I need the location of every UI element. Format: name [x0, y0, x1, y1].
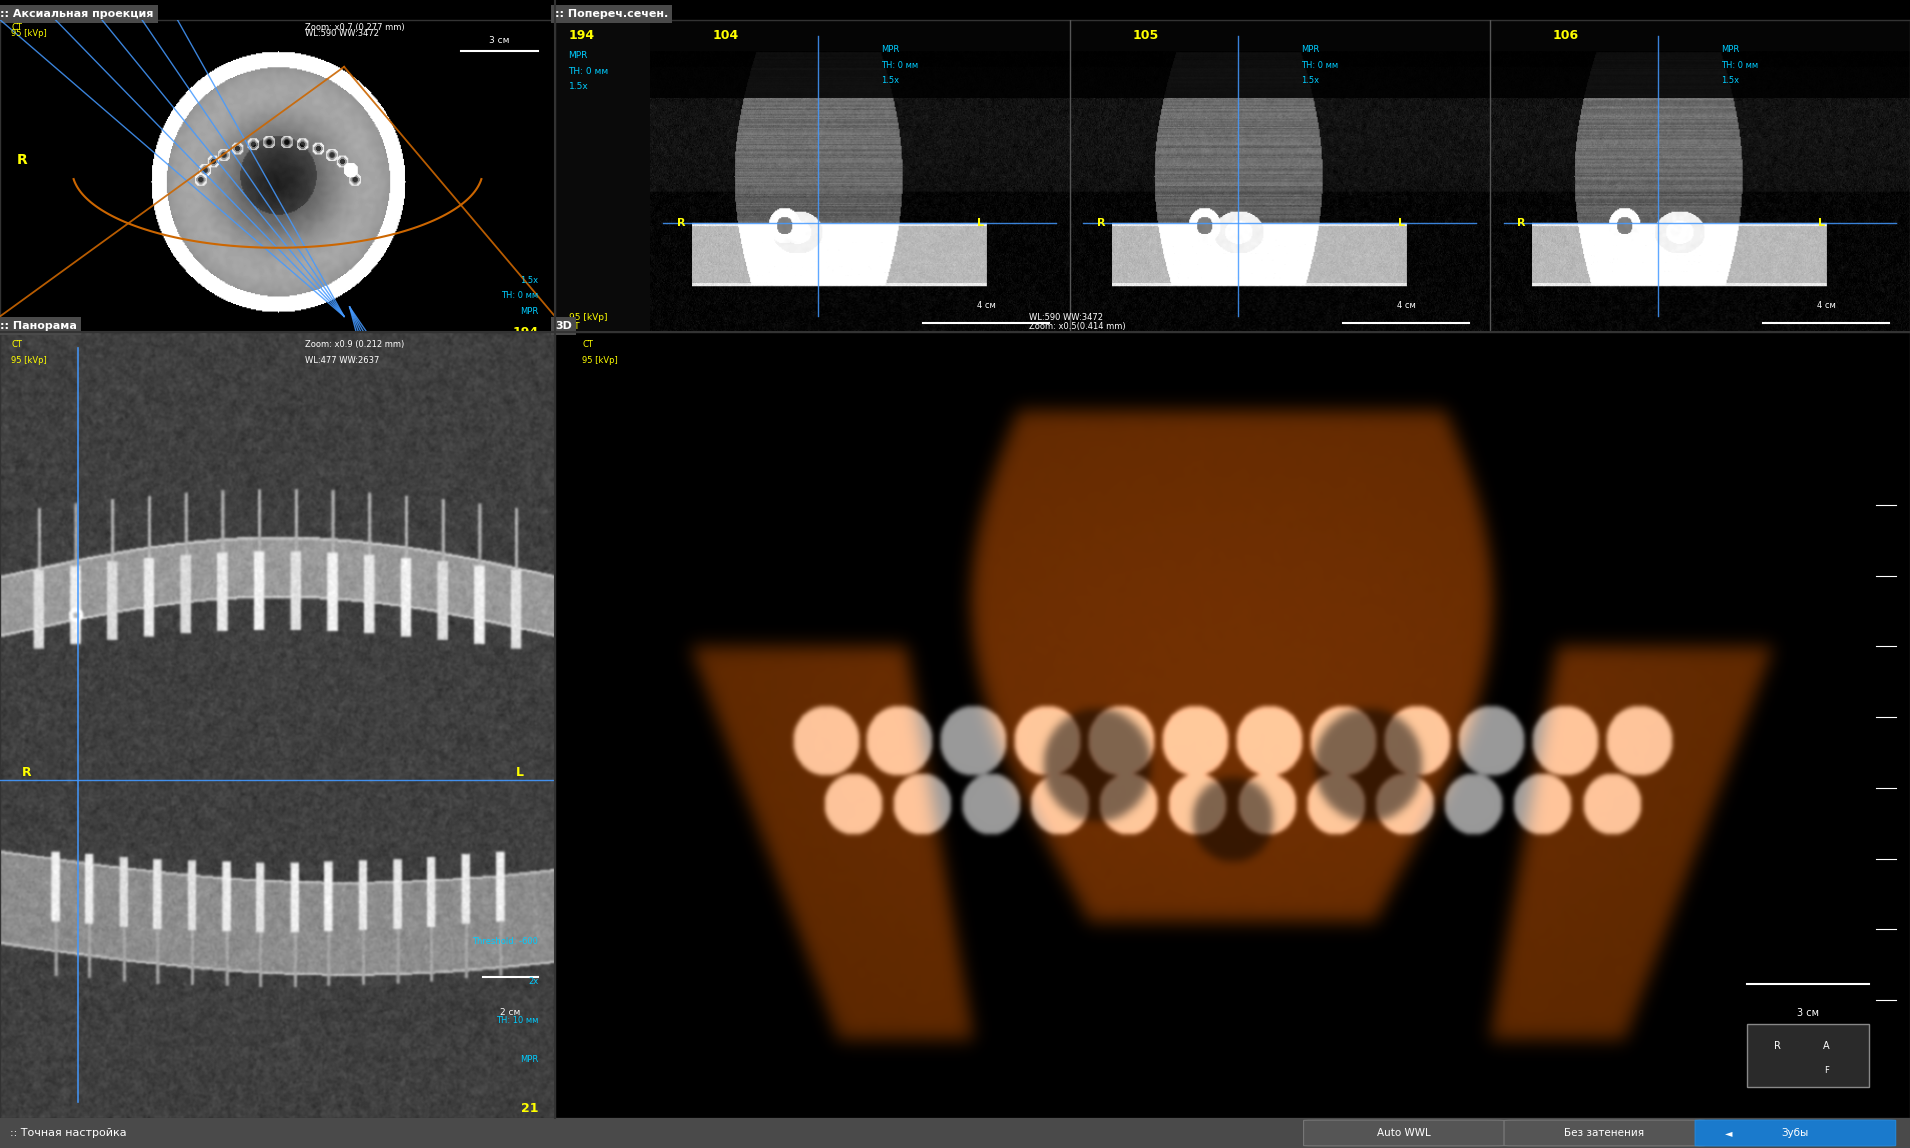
Text: 4 см: 4 см: [1816, 301, 1836, 310]
Text: L: L: [1818, 218, 1824, 227]
FancyBboxPatch shape: [1748, 1024, 1870, 1086]
Text: 1.5x: 1.5x: [1721, 76, 1740, 85]
Text: CT: CT: [11, 340, 23, 349]
Text: :: Попереч.сечен.: :: Попереч.сечен.: [556, 9, 668, 20]
Text: WL:477 WW:2637: WL:477 WW:2637: [306, 356, 380, 365]
Text: 4 см: 4 см: [1396, 301, 1415, 310]
Text: 3 см: 3 см: [489, 36, 510, 45]
Text: A: A: [1824, 1041, 1830, 1050]
Text: 194: 194: [512, 326, 539, 339]
Text: R: R: [1774, 1041, 1782, 1050]
FancyBboxPatch shape: [1505, 1120, 1704, 1146]
Text: R: R: [676, 218, 686, 227]
Text: L: L: [1398, 218, 1404, 227]
Text: R: R: [17, 154, 27, 168]
Text: Zoom: x0.5(0.414 mm): Zoom: x0.5(0.414 mm): [1029, 321, 1125, 331]
Text: 95 [kVp]: 95 [kVp]: [11, 356, 48, 365]
Text: R: R: [23, 766, 32, 778]
Text: 1.5x: 1.5x: [1301, 76, 1320, 85]
Text: 2 см: 2 см: [500, 1008, 521, 1017]
Text: 2x: 2x: [527, 977, 539, 985]
Text: 95 [kVp]: 95 [kVp]: [11, 30, 48, 38]
Text: F: F: [1824, 1066, 1830, 1076]
Text: 3D: 3D: [556, 321, 571, 332]
Text: 106: 106: [1553, 30, 1580, 42]
Text: 21: 21: [521, 1102, 539, 1115]
Text: MPR: MPR: [1721, 45, 1740, 54]
Text: 105: 105: [1133, 30, 1159, 42]
Text: Зубы: Зубы: [1782, 1128, 1809, 1138]
Text: 1.5x: 1.5x: [569, 83, 588, 92]
Text: MPR: MPR: [569, 52, 588, 60]
Text: 104: 104: [712, 30, 739, 42]
Text: WL:590 WW:3472: WL:590 WW:3472: [1029, 312, 1104, 321]
Text: MPR: MPR: [520, 1055, 539, 1064]
Text: 4 см: 4 см: [976, 301, 995, 310]
Text: TH: 0 мм: TH: 0 мм: [569, 67, 609, 76]
Text: 95 [kVp]: 95 [kVp]: [583, 356, 617, 365]
Text: MPR: MPR: [881, 45, 900, 54]
Text: MPR: MPR: [520, 307, 539, 316]
Text: :: Точная настройка: :: Точная настройка: [10, 1128, 126, 1138]
Text: CT: CT: [569, 321, 581, 331]
Text: Auto WWL: Auto WWL: [1377, 1128, 1431, 1138]
Text: L: L: [516, 766, 523, 778]
Text: TH: 0 мм: TH: 0 мм: [1301, 61, 1339, 70]
Text: MPR: MPR: [1301, 45, 1320, 54]
Text: R: R: [1096, 218, 1106, 227]
Text: TH: 10 мм: TH: 10 мм: [497, 1016, 539, 1025]
Text: CT: CT: [11, 23, 23, 32]
Text: 1.5x: 1.5x: [520, 276, 539, 285]
Text: Zoom: x0.9 (0.212 mm): Zoom: x0.9 (0.212 mm): [306, 340, 405, 349]
Text: :: Аксиальная проекция: :: Аксиальная проекция: [0, 9, 153, 20]
Text: Threshold: -600: Threshold: -600: [472, 937, 539, 946]
Text: L: L: [978, 218, 984, 227]
Text: 3 см: 3 см: [1797, 1008, 1820, 1018]
Text: :: Панорама: :: Панорама: [0, 321, 76, 332]
Text: CT: CT: [583, 340, 592, 349]
FancyBboxPatch shape: [1303, 1120, 1505, 1146]
Text: WL:590 WW:3472: WL:590 WW:3472: [306, 30, 380, 38]
Text: Zoom: x0.7 (0.277 mm): Zoom: x0.7 (0.277 mm): [306, 23, 405, 32]
Text: TH: 0 мм: TH: 0 мм: [1721, 61, 1757, 70]
Text: TH: 0 мм: TH: 0 мм: [500, 292, 539, 301]
Text: 95 [kVp]: 95 [kVp]: [569, 312, 607, 321]
Text: Без затенения: Без затенения: [1564, 1128, 1645, 1138]
Text: 194: 194: [569, 30, 594, 42]
Text: TH: 0 мм: TH: 0 мм: [881, 61, 919, 70]
Text: ◄: ◄: [1725, 1128, 1732, 1138]
Text: 1.5x: 1.5x: [881, 76, 900, 85]
FancyBboxPatch shape: [1696, 1120, 1895, 1146]
Text: R: R: [1517, 218, 1526, 227]
